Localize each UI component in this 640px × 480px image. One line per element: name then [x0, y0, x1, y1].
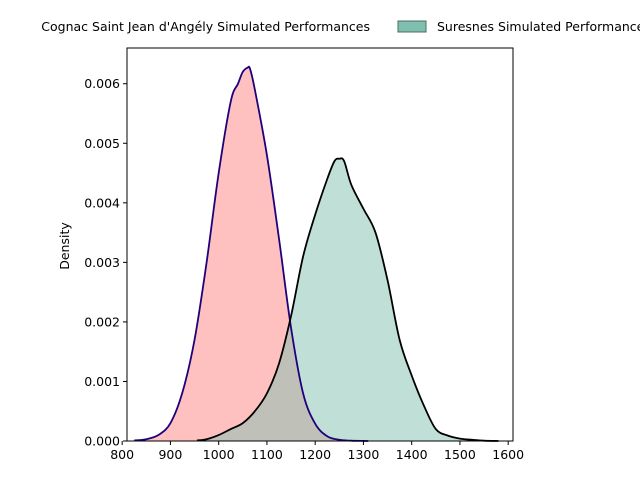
legend-label-series-1: Cognac Saint Jean d'Angély Simulated Per… — [41, 19, 370, 34]
x-tick-label: 800 — [110, 447, 134, 462]
x-tick-label: 1500 — [444, 447, 476, 462]
y-tick-label: 0.003 — [84, 255, 120, 270]
x-tick-label: 1000 — [203, 447, 235, 462]
axes: 800 900 1000 1100 1200 1300 1400 1500 1600 0.000 0… — [84, 47, 524, 462]
x-tick-label: 1100 — [251, 447, 283, 462]
plot-area — [134, 65, 499, 442]
y-tick-label: 0.000 — [84, 434, 120, 449]
x-tick-label: 1300 — [348, 447, 380, 462]
series-2-area — [196, 158, 499, 441]
x-tick-label: 1600 — [492, 447, 524, 462]
y-tick-label: 0.005 — [84, 136, 120, 151]
x-tick-label: 1400 — [396, 447, 428, 462]
x-tick-label: 900 — [158, 447, 182, 462]
legend-label-series-2: Suresnes Simulated Performances — [437, 19, 640, 34]
y-tick-label: 0.006 — [84, 76, 120, 91]
legend: Cognac Saint Jean d'Angély Simulated Per… — [41, 19, 640, 34]
plot-frame — [126, 47, 514, 442]
y-tick-label: 0.004 — [84, 195, 120, 210]
series-1-line — [134, 65, 369, 442]
y-axis-label: Density — [57, 222, 72, 270]
x-tick-label: 1200 — [299, 447, 331, 462]
y-tick-label: 0.002 — [84, 314, 120, 329]
series-1-area — [134, 66, 369, 441]
legend-swatch-series-2 — [397, 20, 427, 33]
y-tick-label: 0.001 — [84, 374, 120, 389]
series-2-line — [196, 157, 499, 442]
